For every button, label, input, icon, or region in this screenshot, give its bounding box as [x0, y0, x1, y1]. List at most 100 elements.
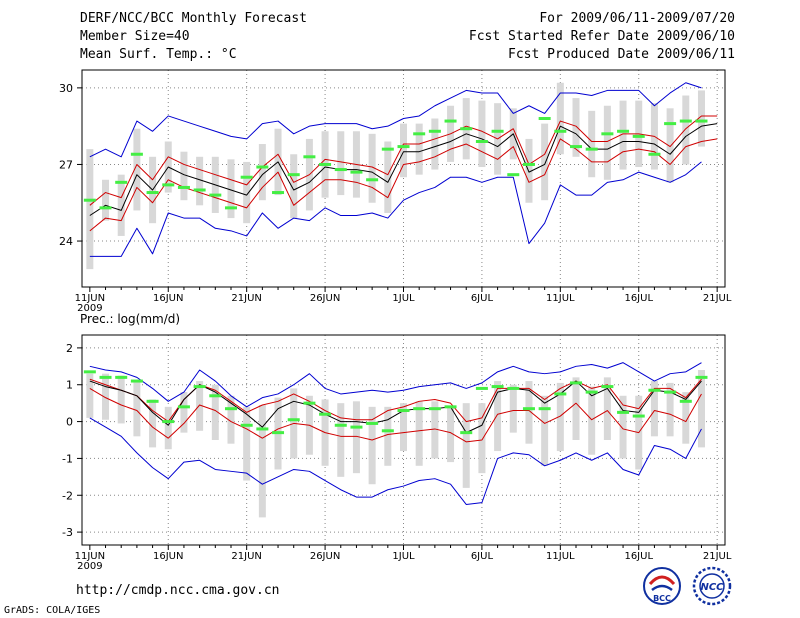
temperature-panel: 24 27 30 11JUN 16JUN 21JUN 26JUN 1JUL 6JUL 11JUL 1… [59, 69, 732, 314]
precip-ytick-label: 1 [66, 379, 73, 392]
precip-spread-bar [117, 375, 125, 424]
temp-spread-bar [368, 133, 376, 203]
ncc-logo-text: NCC [700, 582, 724, 593]
precip-observed-marker [664, 390, 677, 394]
precip-observed-marker [617, 410, 630, 414]
precip-observed-marker [272, 431, 285, 435]
precip-spread-bar [86, 373, 94, 418]
temp-xtick-label: 11JUL [546, 293, 575, 304]
precip-observed-marker [695, 375, 708, 379]
precip-observed-marker [146, 399, 159, 403]
precip-observed-marker [83, 370, 96, 374]
header-member-size: Member Size=40 [80, 29, 190, 44]
temp-ytick-label: 24 [59, 235, 73, 248]
temp-observed-marker [272, 191, 285, 195]
precip-spread-bar [682, 392, 690, 444]
temp-observed-marker [366, 178, 379, 182]
temp-observed-marker [256, 165, 269, 169]
precip-panel-title: Prec.: log(mm/d) [80, 312, 180, 326]
precip-observed-marker [538, 407, 551, 411]
temp-xtick-label: 26JUN [310, 293, 340, 304]
temp-spread-bar [556, 82, 564, 155]
temp-observed-marker [491, 129, 504, 133]
precip-ensemble-mean-line [89, 380, 702, 434]
temp-observed-marker [679, 119, 692, 123]
temp-observed-marker [460, 127, 473, 131]
precip-spread-bar [431, 401, 439, 459]
precip-spread-bar [180, 392, 188, 433]
temp-observed-marker [664, 122, 677, 126]
precip-spread-bar [196, 381, 204, 431]
precip-observed-marker [397, 409, 410, 413]
temp-mean-plus-line [89, 115, 718, 206]
temp-observed-marker [83, 198, 96, 202]
source-url: http://cmdp.ncc.cma.gov.cn [76, 583, 280, 598]
temp-observed-marker [507, 173, 520, 177]
precip-spread-bar [400, 403, 407, 452]
temp-xtick-label: 6JUL [471, 293, 494, 304]
temp-observed-marker [585, 147, 598, 151]
temp-observed-marker [381, 147, 394, 151]
precip-spread-bar [149, 399, 157, 448]
temp-ytick-label: 27 [59, 158, 73, 171]
precipitation-panel: -3 -2 -1 0 1 2 11JUN 16JUN 21JUN 26JUN 1JUL 6JUL 11J… [62, 334, 732, 572]
temp-xtick-label: 16JUL [624, 293, 653, 304]
precip-xtick-label: 21JUL [703, 551, 732, 562]
temp-observed-marker [303, 155, 316, 159]
precip-observed-marker [428, 407, 441, 411]
temp-spread-bar [196, 156, 204, 206]
precip-observed-marker [601, 385, 614, 389]
temp-spread-bar [588, 110, 596, 178]
precip-observed-marker [350, 425, 363, 429]
header-start-date: Fcst Started Refer Date 2009/06/10 [468, 29, 735, 44]
precip-observed-marker [585, 390, 598, 394]
temp-spread-bar [682, 95, 690, 165]
precip-spread-bar [227, 395, 235, 444]
temp-observed-marker [146, 191, 159, 195]
precip-observed-marker [444, 405, 457, 409]
precip-spread-bar [697, 370, 705, 448]
precip-spread-bar [337, 403, 345, 477]
temp-spread-bar [415, 123, 423, 175]
temp-observed-marker [444, 119, 457, 123]
temp-observed-marker [287, 173, 300, 177]
precip-observed-marker [334, 423, 347, 427]
temp-observed-marker [522, 162, 535, 166]
temp-observed-marker [130, 152, 143, 156]
temp-spread-bar [133, 128, 141, 211]
temp-spread-bar [384, 141, 392, 213]
temp-observed-marker [319, 162, 332, 166]
precip-spread-bar [164, 406, 172, 450]
bcc-logo: BCC [643, 567, 681, 605]
precip-observed-marker [648, 388, 661, 392]
precip-spread-bar [352, 401, 360, 474]
ncc-logo: NCC [692, 566, 732, 606]
precip-observed-marker [491, 385, 504, 389]
header-period: For 2009/06/11-2009/07/20 [539, 11, 735, 26]
temp-spread-bar [290, 154, 298, 219]
precip-xtick-label: 26JUN [310, 551, 340, 562]
precip-observed-marker [632, 414, 645, 418]
temp-observed-marker [209, 193, 222, 197]
precip-observed-marker [99, 375, 112, 379]
header-title: DERF/NCC/BCC Monthly Forecast [80, 11, 307, 26]
precip-spread-bar [368, 406, 376, 485]
temp-spread-bar [102, 179, 110, 221]
precip-spread-bar [133, 381, 141, 437]
temp-observed-marker [617, 129, 630, 133]
precip-spread-bar [415, 401, 423, 466]
temp-spread-bar [180, 151, 188, 201]
precip-spread-bar [666, 382, 674, 437]
temp-observed-marker [601, 132, 614, 136]
temp-ytick-label: 30 [59, 82, 73, 95]
temp-observed-marker [177, 185, 190, 189]
precip-observed-marker [570, 381, 583, 385]
precip-spread-bar [462, 403, 470, 488]
temp-observed-marker [475, 139, 488, 143]
temp-year-label: 2009 [77, 303, 102, 314]
temp-observed-marker [428, 129, 441, 133]
temp-observed-marker [554, 129, 567, 133]
precip-ytick-label: -3 [62, 526, 73, 539]
temp-spread-bar [258, 144, 266, 201]
